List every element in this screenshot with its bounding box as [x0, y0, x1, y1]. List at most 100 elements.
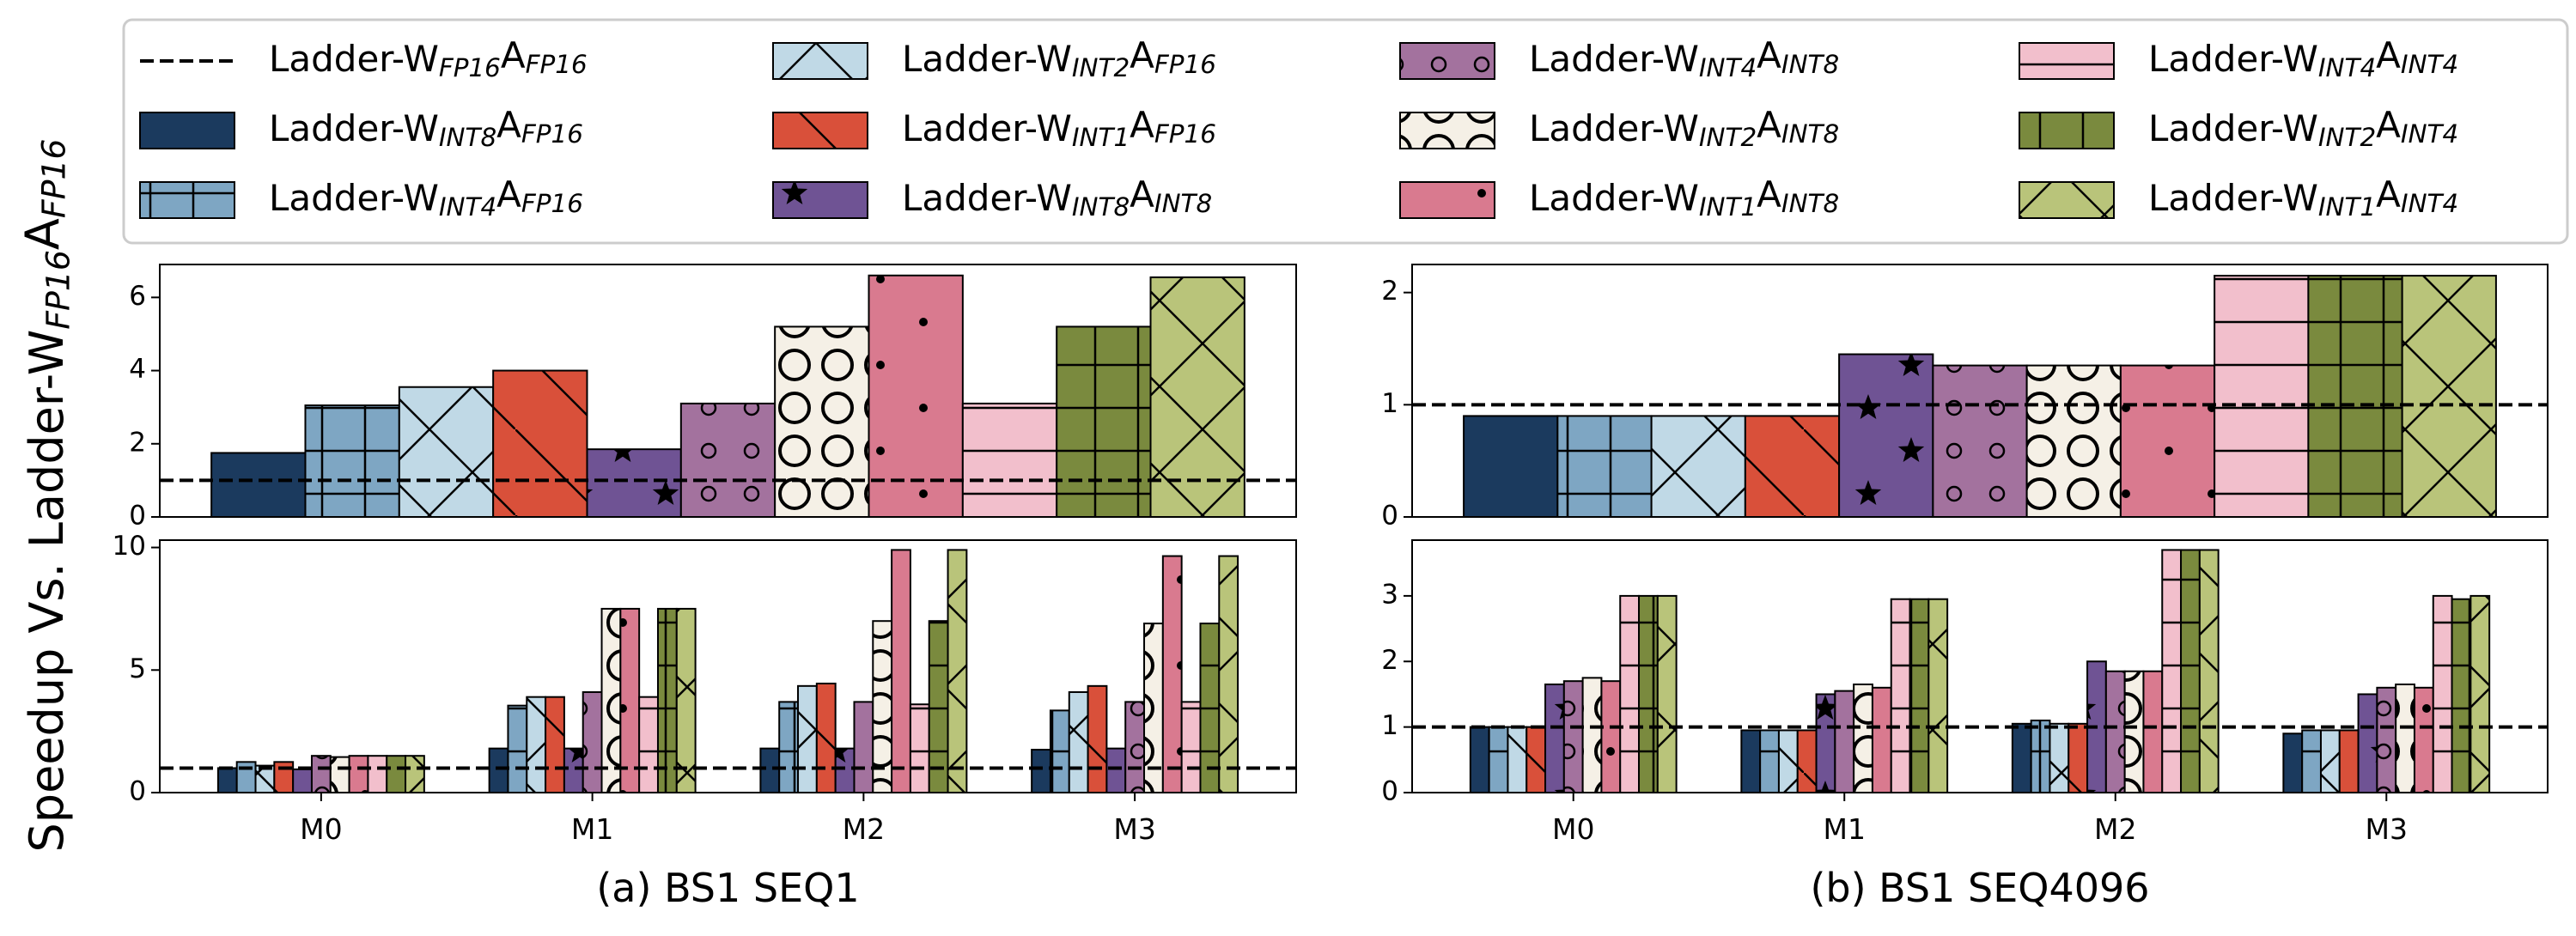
bar [1853, 684, 1873, 793]
legend-swatch [139, 112, 235, 149]
bar [891, 549, 911, 793]
bar [2104, 670, 2126, 794]
axes-frame [1411, 539, 2549, 793]
bar [2123, 670, 2145, 794]
y-tick-label: 2 [129, 427, 146, 458]
legend-label: Ladder-WINT4AINT4 [2148, 34, 2458, 82]
bar [2451, 598, 2472, 794]
bar [386, 755, 407, 793]
y-tick-label: 2 [1381, 276, 1398, 307]
legend-label: Ladder-WINT1AINT4 [2148, 173, 2458, 222]
y-tick-label: 4 [129, 354, 146, 385]
bar [2338, 729, 2360, 793]
bar [1656, 594, 1678, 794]
bar [310, 755, 332, 793]
y-tick-label: 2 [1381, 645, 1398, 676]
bar [398, 386, 495, 518]
bar [1619, 594, 1641, 794]
y-tick-label: 0 [129, 501, 146, 532]
bar [1087, 684, 1108, 794]
bar [367, 755, 388, 793]
bar [778, 701, 800, 794]
bar [868, 274, 964, 518]
bar [1161, 555, 1183, 793]
bar [1488, 726, 1509, 793]
bar [492, 369, 588, 518]
bar [1544, 684, 1565, 793]
bar [507, 704, 528, 794]
bar [563, 747, 584, 793]
x-tick-label: M2 [843, 812, 885, 846]
y-tick-label: 3 [1381, 579, 1398, 610]
bar [1759, 729, 1780, 793]
bar [1124, 701, 1146, 794]
y-tick-label: 0 [1381, 776, 1398, 807]
bar [656, 607, 678, 793]
x-axis-label: (a) BS1 SEQ1 [596, 865, 859, 911]
legend-label: Ladder-WINT4AINT8 [1529, 34, 1839, 82]
legend-label: Ladder-WINT1AFP16 [902, 104, 1216, 152]
bar [2376, 686, 2397, 793]
bar [961, 402, 1058, 519]
x-axis-label: (b) BS1 SEQ4096 [1810, 865, 2149, 911]
bar [1180, 701, 1202, 794]
bar [2282, 732, 2304, 793]
bar [1890, 598, 1911, 794]
bar [292, 768, 313, 793]
legend-swatch [2019, 181, 2115, 219]
bar [1149, 276, 1245, 518]
y-tick-label: 0 [129, 776, 146, 807]
x-tick-label: M0 [1552, 812, 1594, 846]
bar [1562, 680, 1584, 793]
legend-swatch [2019, 42, 2115, 80]
bar [1740, 729, 1762, 793]
bar [488, 747, 509, 793]
bar [1469, 726, 1490, 793]
bar [1909, 598, 1930, 794]
bar [1871, 686, 1892, 793]
legend-label: Ladder-WINT2AINT8 [1529, 104, 1839, 152]
legend-label: Ladder-WINT8AINT8 [902, 173, 1212, 222]
bar [1600, 680, 1622, 793]
bar [1638, 594, 1659, 794]
bar [638, 696, 659, 794]
bar [600, 607, 622, 793]
bar [853, 701, 874, 794]
legend-label: Ladder-WINT8AFP16 [269, 104, 583, 152]
axes-frame [1411, 264, 2549, 518]
bar [679, 402, 776, 519]
bar [2413, 686, 2434, 793]
bar [1834, 690, 1855, 793]
x-tick-label: M1 [1824, 812, 1866, 846]
bar [759, 747, 781, 793]
bar [2011, 722, 2032, 793]
bar [1105, 747, 1127, 793]
bar [2395, 684, 2415, 793]
bar [2119, 364, 2216, 518]
bar [1838, 353, 1934, 518]
bar [834, 747, 856, 793]
bar [675, 607, 697, 793]
legend-swatch [2019, 112, 2115, 149]
bar [304, 404, 400, 519]
x-tick-label: M0 [300, 812, 342, 846]
bar [947, 549, 968, 793]
bar [2307, 275, 2403, 518]
legend-swatch [1399, 42, 1495, 80]
x-tick-label: M3 [2366, 812, 2408, 846]
bar [1744, 415, 1841, 518]
legend-label: Ladder-WFP16AFP16 [269, 34, 588, 82]
bar [2357, 693, 2378, 793]
y-tick-label: 1 [1381, 710, 1398, 741]
legend-swatch [772, 112, 868, 149]
legend-label: Ladder-WINT4AFP16 [269, 173, 583, 222]
bar [586, 448, 682, 518]
y-axis-label: Speedup Vs. Ladder-WFP16AFP16 [15, 139, 76, 853]
bar [216, 767, 238, 793]
bar [1581, 677, 1603, 794]
bar [2214, 275, 2310, 518]
bar [582, 690, 603, 794]
bar [1927, 598, 1949, 794]
bar [797, 684, 818, 794]
legend-label: Ladder-WINT2AFP16 [902, 34, 1216, 82]
